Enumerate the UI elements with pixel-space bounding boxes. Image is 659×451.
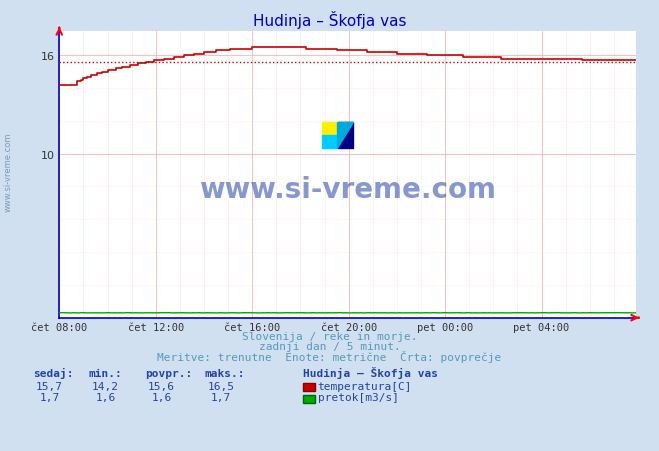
Text: sedaj:: sedaj: [33,368,73,378]
Text: 14,2: 14,2 [92,381,119,391]
Bar [322,136,337,149]
Text: povpr.:: povpr.: [145,368,192,378]
Text: min.:: min.: [89,368,123,378]
Bar [322,123,337,136]
Text: pretok[m3/s]: pretok[m3/s] [318,392,399,402]
Text: 16,5: 16,5 [208,381,234,391]
Text: temperatura[C]: temperatura[C] [318,381,412,391]
Text: www.si-vreme.com: www.si-vreme.com [199,175,496,203]
Text: www.si-vreme.com: www.si-vreme.com [4,132,13,211]
Text: Hudinja – Škofja vas: Hudinja – Škofja vas [303,367,438,378]
Text: 1,7: 1,7 [211,392,231,402]
Text: Slovenija / reke in morje.: Slovenija / reke in morje. [242,331,417,341]
Text: 1,6: 1,6 [152,392,171,402]
Polygon shape [337,123,353,149]
Text: maks.:: maks.: [204,368,244,378]
Text: 1,6: 1,6 [96,392,115,402]
Bar [337,123,353,149]
Text: 15,7: 15,7 [36,381,63,391]
Text: Hudinja – Škofja vas: Hudinja – Škofja vas [253,11,406,29]
Text: 15,6: 15,6 [148,381,175,391]
Text: Meritve: trenutne  Enote: metrične  Črta: povprečje: Meritve: trenutne Enote: metrične Črta: … [158,350,501,362]
Text: 1,7: 1,7 [40,392,59,402]
Text: zadnji dan / 5 minut.: zadnji dan / 5 minut. [258,341,401,351]
